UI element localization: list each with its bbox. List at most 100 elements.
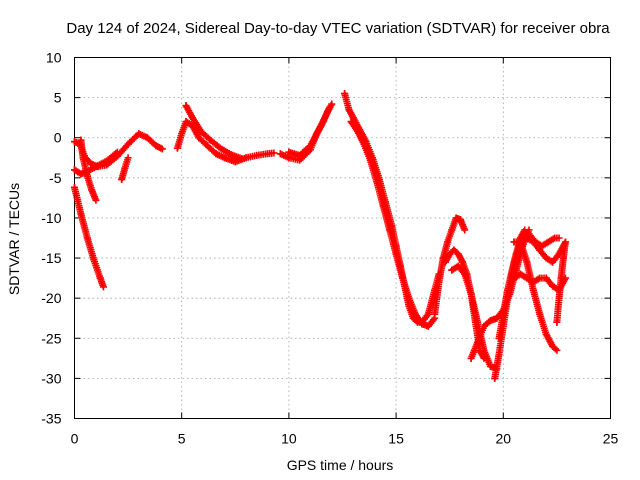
y-tick-label: 5 <box>54 90 62 106</box>
data-point <box>553 346 561 354</box>
data-point <box>83 234 91 242</box>
data-point <box>92 196 100 204</box>
data-point <box>188 114 196 122</box>
data-point <box>495 350 503 358</box>
data-point <box>461 226 469 234</box>
data-point <box>71 183 78 191</box>
data-point <box>296 151 304 159</box>
data-point <box>495 334 503 342</box>
data-point <box>77 210 85 218</box>
data-point <box>525 230 533 238</box>
series-arc-01 <box>71 183 107 291</box>
data-point <box>112 149 120 157</box>
data-point <box>90 256 98 264</box>
series-arc-02 <box>71 130 166 171</box>
data-point <box>182 102 190 110</box>
x-tick-label: 0 <box>71 431 79 447</box>
data-point <box>450 246 458 254</box>
data-point <box>77 170 85 178</box>
data-point <box>216 144 224 152</box>
data-point <box>474 338 482 346</box>
series-arc-20 <box>525 230 563 250</box>
y-tick-label: 0 <box>54 130 62 146</box>
data-point <box>173 144 181 152</box>
data-point <box>71 138 78 146</box>
data-point <box>263 150 271 158</box>
y-tick-label: -30 <box>41 370 61 386</box>
data-point <box>474 318 482 326</box>
data-point <box>441 258 449 266</box>
data-point <box>366 156 374 164</box>
data-point <box>178 130 186 138</box>
data-point <box>431 310 439 318</box>
data-point <box>544 238 552 246</box>
data-point <box>549 342 557 350</box>
series-arc-07 <box>182 102 246 163</box>
data-point <box>373 178 381 186</box>
data-point <box>354 127 362 135</box>
x-axis-label: GPS time / hours <box>287 457 394 473</box>
data-point <box>480 322 488 330</box>
data-point <box>486 317 494 325</box>
data-point <box>510 274 518 282</box>
series-arc-05 <box>118 154 132 183</box>
data-point <box>542 254 550 262</box>
series-arc-21 <box>553 238 569 326</box>
data-point <box>523 258 531 266</box>
y-tick-label: -15 <box>41 250 61 266</box>
data-point <box>386 226 394 234</box>
series-arc-12 <box>431 214 469 318</box>
data-point <box>461 270 469 278</box>
data-point <box>103 157 111 165</box>
data-point <box>418 320 426 328</box>
data-point <box>238 155 246 163</box>
data-point <box>405 294 413 302</box>
data-point <box>467 354 475 362</box>
data-point <box>118 175 126 183</box>
data-point <box>536 310 544 318</box>
plot-frame <box>74 57 611 419</box>
data-point <box>135 130 143 138</box>
data-point <box>516 270 524 278</box>
data-point <box>499 310 507 318</box>
series-arc-11 <box>347 118 439 330</box>
data-point <box>561 238 569 246</box>
data-point <box>559 254 567 262</box>
data-point <box>121 164 129 172</box>
data-point <box>529 286 537 294</box>
data-point <box>435 278 443 286</box>
data-point <box>203 142 211 150</box>
data-point <box>71 166 78 174</box>
data-point <box>486 362 494 370</box>
data-point <box>77 136 85 144</box>
axis-ticks: 0 5 10 15 20 25 10 5 0 -5 -10 -15 -20 -25 -30 -35 <box>41 50 618 447</box>
data-point <box>542 330 550 338</box>
data-point <box>182 118 190 126</box>
y-tick-label: -25 <box>41 330 61 346</box>
data-point <box>242 154 250 162</box>
data-point <box>317 122 325 130</box>
y-tick-label: -20 <box>41 290 61 306</box>
data-point <box>538 242 546 250</box>
data-point <box>158 145 166 153</box>
data-point <box>306 142 314 150</box>
data-point <box>96 274 104 282</box>
data-point <box>542 274 550 282</box>
data-point <box>424 310 432 318</box>
x-tick-label: 15 <box>388 431 404 447</box>
data-point <box>411 310 419 318</box>
data-point <box>444 238 452 246</box>
data-point <box>79 154 87 162</box>
y-tick-label: -10 <box>41 210 61 226</box>
data-point <box>555 294 563 302</box>
data-point <box>459 258 467 266</box>
y-tick-label: 10 <box>46 50 62 66</box>
chart-title: Day 124 of 2024, Sidereal Day-to-day VTE… <box>66 20 610 37</box>
data-point <box>253 151 261 159</box>
data-point <box>549 282 557 290</box>
series-arc-09 <box>285 103 334 159</box>
data-point <box>360 140 368 148</box>
series-arc-14 <box>448 262 501 373</box>
data-point <box>448 266 456 274</box>
data-point <box>549 258 557 266</box>
